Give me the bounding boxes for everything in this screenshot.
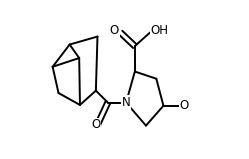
Text: O: O <box>179 99 188 112</box>
Text: O: O <box>110 24 119 37</box>
Text: OH: OH <box>151 24 169 37</box>
Text: O: O <box>91 118 101 131</box>
Text: N: N <box>122 96 130 109</box>
